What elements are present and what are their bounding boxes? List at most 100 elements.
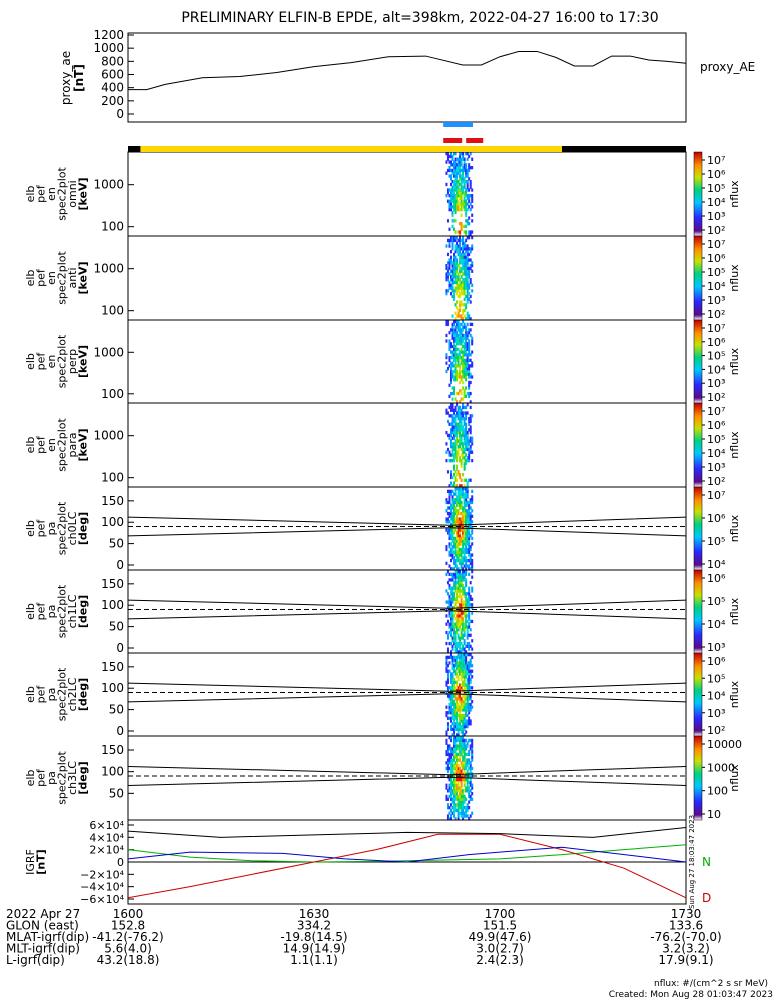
spectrogram-cell	[453, 572, 456, 577]
spectrogram-cell	[457, 358, 460, 362]
spectrogram-cell	[465, 724, 468, 729]
spectrogram-cell	[456, 675, 459, 679]
spectrogram-cell	[454, 358, 457, 362]
spectrogram-cell	[463, 286, 466, 290]
spectrogram-cell	[460, 597, 463, 601]
spectrogram-cell	[469, 705, 472, 709]
spectrogram-cell	[454, 764, 457, 768]
spectrogram-cell	[453, 711, 456, 715]
panel-ylabel-line: pa	[45, 522, 58, 536]
spectrogram-cell	[460, 328, 463, 332]
spectrogram-cell	[446, 367, 449, 371]
spectrogram-cell	[468, 272, 471, 276]
spectrogram-cell	[453, 708, 456, 712]
spectrogram-cell	[457, 572, 460, 577]
spectrogram-cell	[465, 275, 468, 279]
spectrogram-cell	[457, 808, 460, 813]
spectrogram-cell	[460, 411, 463, 415]
spectrogram-cell	[460, 375, 463, 379]
spectrogram-cell	[453, 411, 456, 415]
spectrogram-cell	[466, 157, 469, 161]
spectrogram-cell	[449, 747, 453, 751]
spectrogram-cell	[466, 367, 469, 371]
spectrogram-cell	[453, 633, 456, 637]
spectrogram-cell	[468, 344, 471, 349]
panel-ylabel-line: spec2plot	[56, 501, 69, 555]
spectrogram-cell	[463, 764, 466, 768]
spectrogram-cell	[471, 741, 474, 745]
spectrogram-cell	[457, 520, 460, 524]
spectrogram-cell	[471, 361, 474, 365]
spectrogram-cell	[445, 738, 448, 743]
spectrogram-cell	[456, 236, 459, 240]
spectrogram-cell	[454, 428, 457, 432]
spectrogram-cell	[462, 750, 465, 754]
ephemeris-cell: 49.9(47.6)	[469, 930, 532, 944]
spectrogram-cell	[456, 625, 459, 629]
spectrogram-cell	[460, 661, 463, 665]
spectrogram-cell	[459, 716, 462, 720]
spectrogram-cell	[462, 289, 465, 293]
spectrogram-cell	[462, 542, 465, 546]
spectrogram-cell	[457, 238, 460, 243]
spectrogram-cell	[454, 484, 457, 488]
spectrogram-cell	[469, 447, 472, 452]
spectrogram-cell	[459, 705, 462, 709]
spectrogram-cell	[448, 339, 451, 343]
spectrogram-cell	[460, 764, 463, 768]
spectrogram-cell	[466, 697, 469, 701]
spectrogram-cell	[465, 269, 468, 273]
spectrogram-cell	[465, 550, 468, 554]
spectrogram-cell	[462, 473, 465, 477]
spectrogram-cell	[471, 500, 474, 505]
spectrogram-cell	[451, 520, 454, 524]
panel-tick-label: 0	[117, 856, 124, 869]
spectrogram-cell	[448, 761, 451, 765]
spectrogram-cell	[448, 194, 451, 198]
spectrogram-cell	[466, 708, 469, 712]
spectrogram-cell	[462, 369, 465, 374]
spectrogram-cell	[453, 258, 456, 262]
spectrogram-cell	[466, 278, 469, 282]
spectrogram-cell	[465, 814, 468, 818]
spectrogram-cell	[456, 509, 459, 513]
spectrogram-cell	[462, 792, 465, 796]
spectrogram-cell	[457, 492, 460, 496]
spectrogram-cell	[453, 252, 456, 257]
spectrogram-cell	[453, 786, 456, 790]
spectrogram-cell	[454, 439, 457, 443]
spectrogram-cell	[460, 227, 463, 231]
spectrogram-cell	[463, 789, 466, 793]
spectrogram-cell	[460, 558, 463, 563]
spectrogram-cell	[456, 258, 459, 262]
spectrogram-cell	[466, 358, 469, 362]
spectrogram-cell	[451, 350, 454, 354]
spectrogram-cell	[453, 683, 456, 687]
spectrogram-cell	[445, 794, 448, 799]
spectrogram-cell	[469, 294, 472, 299]
spectrogram-cell	[446, 154, 449, 159]
spectrogram-cell	[456, 473, 459, 477]
spectrogram-cell	[460, 628, 463, 632]
spectrogram-cell	[462, 361, 465, 365]
spectrogram-cell	[459, 300, 462, 304]
spectrogram-cell	[469, 722, 472, 726]
spectrogram-cell	[463, 572, 466, 577]
spectrogram-cell	[454, 350, 457, 354]
spectrogram-cell	[449, 355, 453, 360]
spectrogram-cell	[465, 358, 468, 362]
ephemeris-cell: -41.2(-76.2)	[92, 930, 163, 944]
spectrogram-cell	[468, 564, 471, 568]
igrf-legend-D: D	[702, 891, 711, 905]
spectrogram-cell	[466, 447, 469, 452]
spectrogram-cell	[457, 487, 460, 491]
spectrogram-cell	[449, 380, 453, 385]
spectrogram-cell	[454, 378, 457, 382]
spectrogram-cell	[446, 664, 449, 668]
spectrogram-cell	[457, 431, 460, 435]
panel-en_omni: 1001000elbpefenspec2plotomni[keV]10⁷10⁶1…	[24, 151, 741, 237]
ephemeris-cell: 5.6(4.0)	[104, 942, 152, 956]
spectrogram-cell	[462, 386, 465, 390]
spectrogram-cell	[466, 608, 469, 612]
spectrogram-cell	[463, 157, 466, 161]
